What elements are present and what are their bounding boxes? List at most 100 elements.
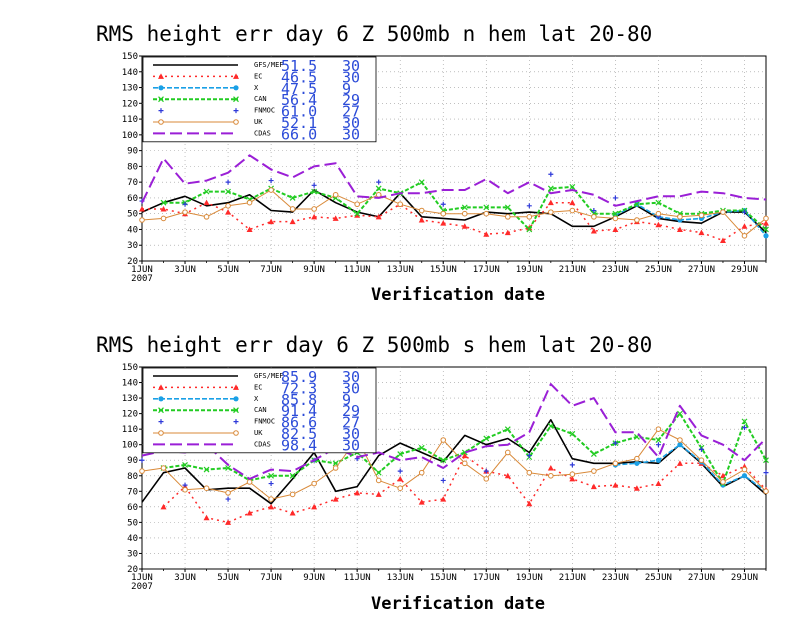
x-tick-label: 5JUN	[217, 573, 239, 583]
marker-can-11	[375, 185, 382, 192]
marker-fnmoc-20	[569, 462, 575, 468]
marker-uk-21	[591, 468, 597, 474]
marker-ec-19	[547, 199, 554, 206]
y-tick-label: 100	[122, 441, 138, 451]
marker-can-24	[655, 437, 662, 443]
legend-mean-x: 47.5	[281, 80, 317, 98]
marker-ec-3	[203, 514, 210, 521]
marker-ec-6	[268, 503, 275, 510]
marker-fnmoc-21	[591, 208, 597, 214]
marker-can-2	[182, 461, 188, 468]
series-fnmoc	[139, 425, 769, 502]
x-axis-label: Verification date	[371, 594, 545, 614]
marker-uk-26	[698, 457, 705, 464]
legend-label-ec: EC	[254, 383, 262, 391]
marker-can-20	[569, 430, 576, 437]
marker-ec-5	[246, 510, 253, 516]
marker-uk-22	[612, 215, 619, 222]
marker-uk-20	[569, 207, 576, 214]
marker-uk-5	[246, 199, 253, 206]
marker-uk-28	[741, 466, 748, 473]
marker-uk-18	[526, 469, 533, 476]
marker-ec-24	[655, 480, 662, 487]
marker-uk-25	[677, 214, 683, 220]
marker-fnmoc-legend-b	[233, 419, 239, 425]
marker-fnmoc-8	[311, 182, 317, 188]
marker-fnmoc-19	[548, 171, 554, 177]
marker-can-17	[504, 426, 511, 433]
x-tick-label: 3JUN	[174, 265, 196, 275]
y-tick-label: 80	[127, 472, 138, 482]
marker-ec-4	[225, 519, 232, 525]
marker-uk-13	[418, 207, 425, 214]
x-tick-label: 29JUN	[731, 265, 758, 275]
legend-mean-can: 91.4	[281, 402, 317, 420]
legend-label-cdas: CDAS	[254, 440, 271, 448]
marker-uk-0	[139, 468, 145, 474]
series-cdas	[141, 383, 767, 480]
marker-uk-7	[289, 206, 296, 212]
legend-label-x: X	[254, 395, 259, 403]
marker-ec-legend-b	[233, 384, 239, 390]
series-line-uk	[141, 428, 767, 500]
marker-uk-2	[182, 486, 188, 493]
legend-label-gfsmef: GFS/MEF	[254, 61, 284, 69]
chart-title: RMS height err day 6 Z 500mb s hem lat 2…	[96, 333, 652, 357]
series-line-gfsmef	[141, 419, 767, 505]
series-line-can	[163, 412, 767, 485]
marker-ec-4	[225, 209, 232, 215]
marker-ec-legend-a	[158, 384, 164, 390]
marker-fnmoc-legend-a	[158, 108, 164, 114]
marker-ec-1	[160, 205, 167, 212]
marker-fnmoc-6	[268, 178, 274, 184]
legend-mean-fnmoc: 61.0	[281, 103, 317, 121]
marker-uk-14	[440, 437, 447, 443]
marker-fnmoc-0	[139, 457, 145, 463]
marker-uk-5	[246, 479, 253, 485]
marker-can-14	[440, 457, 447, 464]
marker-ec-29	[763, 220, 769, 226]
marker-can-10	[354, 210, 361, 217]
legend-count-fnmoc: 27	[342, 103, 360, 121]
x-tick-label: 25JUN	[645, 573, 672, 583]
marker-uk-22	[612, 460, 619, 467]
marker-ec-12	[397, 475, 404, 482]
series-cdas	[141, 154, 767, 207]
series-gfsmef	[141, 419, 767, 505]
x-tick-label: 5JUN	[217, 265, 239, 275]
marker-can-4	[225, 465, 231, 471]
marker-ec-23	[633, 485, 640, 491]
marker-ec-22	[612, 226, 619, 232]
marker-ec-3	[203, 199, 210, 206]
marker-fnmoc-14	[440, 477, 446, 483]
marker-fnmoc-11	[376, 179, 382, 185]
marker-uk-legend-b	[233, 119, 239, 125]
y-tick-label: 60	[127, 194, 138, 204]
series-line-x	[615, 443, 767, 492]
marker-uk-13	[418, 469, 425, 476]
marker-uk-legend-a	[158, 119, 164, 125]
x-tick-label: 3JUN	[174, 573, 196, 583]
legend-label-x: X	[254, 84, 259, 92]
legend-label-can: CAN	[254, 95, 267, 103]
legend-count-x: 9	[342, 80, 351, 98]
marker-uk-14	[440, 210, 447, 217]
legend-count-uk: 30	[342, 425, 360, 443]
marker-ec-19	[547, 465, 554, 471]
marker-uk-21	[591, 214, 597, 220]
marker-can-22	[612, 210, 619, 217]
marker-can-legend-b	[233, 407, 239, 414]
marker-ec-10	[354, 489, 361, 496]
marker-uk-12	[397, 485, 404, 492]
marker-x-legend-a	[158, 396, 164, 402]
legend-label-fnmoc: FNMOC	[254, 107, 275, 115]
x-tick-label: 23JUN	[602, 265, 629, 275]
series-line-uk	[141, 189, 767, 237]
legend-count-fnmoc: 27	[342, 414, 360, 432]
series-line-ec	[142, 201, 767, 242]
marker-can-15	[461, 204, 468, 211]
marker-ec-21	[590, 228, 597, 234]
marker-can-13	[418, 444, 425, 451]
y-tick-label: 50	[127, 518, 138, 528]
marker-can-legend-a	[158, 407, 164, 414]
